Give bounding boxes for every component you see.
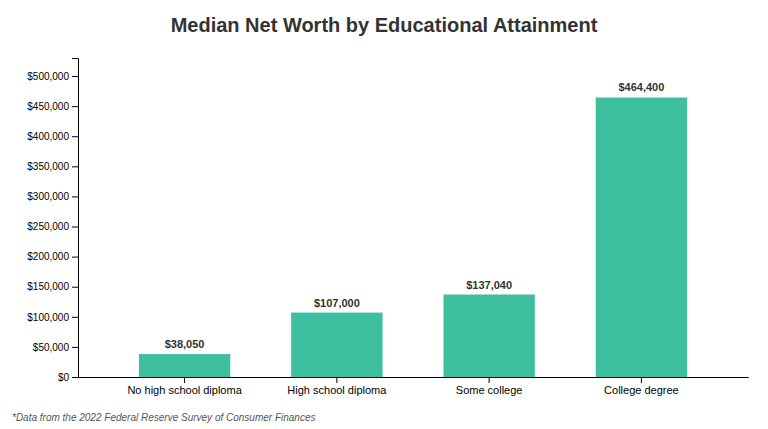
x-tick: No high school diploma xyxy=(127,377,242,396)
x-tick-label: High school diploma xyxy=(287,384,387,396)
y-tick: $450,000 xyxy=(27,101,78,112)
y-tick: $200,000 xyxy=(27,251,78,262)
x-axis: No high school diploma High school diplom… xyxy=(79,377,749,396)
y-tick: $400,000 xyxy=(27,131,78,142)
y-tick-mark xyxy=(72,317,78,318)
data-labels: $38,050 $107,000 $137,040 $464,400 xyxy=(165,81,665,350)
y-tick-mark xyxy=(72,377,78,378)
y-tick-label: $400,000 xyxy=(27,131,69,142)
y-tick-label: $50,000 xyxy=(33,342,70,353)
title: Median Net Worth by Educational Attainme… xyxy=(171,14,598,36)
x-tick-label: No high school diploma xyxy=(127,384,242,396)
y-tick: $500,000 xyxy=(27,71,78,82)
y-tick: $350,000 xyxy=(27,161,78,172)
y-tick: $100,000 xyxy=(27,312,78,323)
x-tick-mark xyxy=(336,377,337,383)
y-tick-label: $200,000 xyxy=(27,251,69,262)
footnote: *Data from the 2022 Federal Reserve Surv… xyxy=(12,412,315,423)
y-tick-mark xyxy=(72,166,78,167)
axis-domain xyxy=(79,377,749,378)
x-tick: High school diploma xyxy=(287,377,387,396)
y-tick-mark xyxy=(72,136,78,137)
y-tick-label: $0 xyxy=(58,372,70,383)
y-tick-label: $150,000 xyxy=(27,281,69,292)
bar xyxy=(291,313,382,377)
y-tick-mark xyxy=(72,347,78,348)
y-tick-mark xyxy=(72,106,78,107)
bar xyxy=(596,97,687,377)
y-tick-label: $450,000 xyxy=(27,101,69,112)
x-tick-mark xyxy=(489,377,490,383)
x-tick: College degree xyxy=(604,377,679,396)
chart-svg: Median Net Worth by Educational Attainme… xyxy=(0,0,768,429)
bar xyxy=(139,354,230,377)
axis-domain xyxy=(72,59,79,378)
data-label: $38,050 xyxy=(165,338,205,350)
y-tick-mark xyxy=(72,76,78,77)
y-tick: $300,000 xyxy=(27,191,78,202)
bar xyxy=(443,295,534,377)
plot: $0 $50,000 $100,000 $150,000 $200,000 $250,00… xyxy=(27,59,748,396)
y-tick: $250,000 xyxy=(27,221,78,232)
y-tick-label: $300,000 xyxy=(27,191,69,202)
y-tick: $150,000 xyxy=(27,281,78,292)
y-tick: $50,000 xyxy=(33,342,78,353)
y-tick-label: $250,000 xyxy=(27,221,69,232)
x-tick-mark xyxy=(184,377,185,383)
y-tick-label: $500,000 xyxy=(27,71,69,82)
x-tick-mark xyxy=(641,377,642,383)
y-tick-label: $100,000 xyxy=(27,312,69,323)
y-tick: $0 xyxy=(58,372,78,383)
x-tick: Some college xyxy=(456,377,523,396)
y-tick-mark xyxy=(72,287,78,288)
x-tick-label: Some college xyxy=(456,384,523,396)
data-label: $137,040 xyxy=(466,279,512,291)
data-label: $107,000 xyxy=(314,297,360,309)
y-tick-mark xyxy=(72,227,78,228)
y-tick-mark xyxy=(72,257,78,258)
bars xyxy=(139,97,687,377)
data-label: $464,400 xyxy=(618,81,664,93)
y-tick-mark xyxy=(72,196,78,197)
y-axis: $0 $50,000 $100,000 $150,000 $200,000 $250,00… xyxy=(27,59,78,383)
y-tick-label: $350,000 xyxy=(27,161,69,172)
x-tick-label: College degree xyxy=(604,384,679,396)
